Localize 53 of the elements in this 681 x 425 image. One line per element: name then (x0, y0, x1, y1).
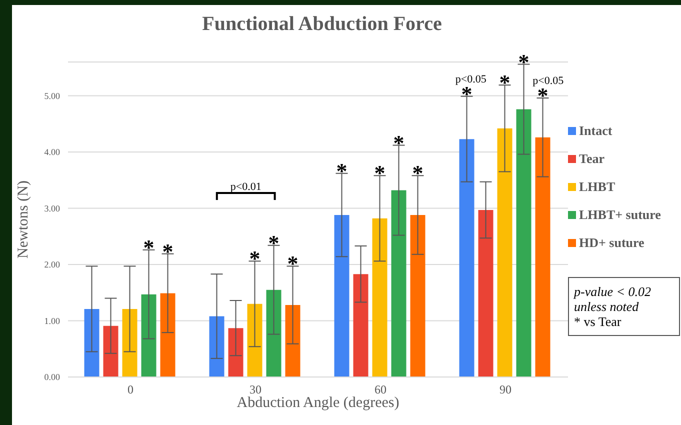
y-tick-label: 0.00 (44, 372, 60, 382)
y-axis-title: Newtons (N) (15, 180, 32, 258)
x-tick-label: 60 (374, 382, 386, 397)
x-tick-label: 90 (500, 382, 512, 397)
data-label: * (393, 130, 404, 156)
bar (478, 210, 494, 377)
bar (459, 139, 474, 377)
bar (247, 304, 262, 377)
legend-label: Tear (579, 151, 605, 167)
legend-label: LHBT+ suture (579, 207, 661, 223)
y-tick-label: 1.00 (44, 316, 60, 326)
text: p-value < 0.02 unless noted (574, 284, 652, 314)
bar (516, 109, 532, 377)
data-label: * (499, 70, 510, 96)
y-tick-label: 4.00 (44, 147, 60, 158)
legend-label: LHBT (579, 179, 616, 195)
bar (285, 305, 300, 377)
bar (535, 137, 550, 377)
legend-label: Intact (579, 123, 612, 139)
y-tick-label: 2.00 (44, 260, 60, 270)
data-label: * (268, 230, 280, 256)
bar (497, 128, 512, 377)
x-axis-title: Abduction Angle (degrees) (236, 395, 400, 412)
chart-title: Functional Abduction Force (201, 13, 443, 36)
bar (353, 274, 368, 377)
data-label: * (374, 160, 386, 186)
x-tick-label: 0 (128, 382, 134, 397)
bar (84, 308, 100, 377)
bar (266, 290, 282, 377)
y-tick-label: 3.00 (44, 203, 60, 214)
annotation: p<0.01 (230, 181, 262, 193)
text: * vs Tear (574, 314, 622, 329)
data-label: * (518, 49, 530, 74)
bar (160, 293, 176, 377)
bar (391, 190, 406, 377)
legend-label: HD+ suture (579, 235, 644, 251)
annotation: p<0.05 (455, 73, 487, 86)
bar (122, 308, 138, 377)
data-label: * (249, 246, 260, 272)
bar (228, 328, 244, 377)
bar (410, 215, 426, 377)
bar (372, 218, 388, 377)
x-tick-label: 30 (250, 382, 262, 397)
data-label: * (287, 251, 298, 276)
bar (209, 316, 224, 377)
bar (334, 215, 350, 377)
bar (141, 294, 156, 377)
data-label: * (162, 238, 174, 264)
y-tick-label: 5.00 (44, 90, 60, 101)
bar (103, 326, 118, 377)
data-label: * (143, 234, 154, 260)
data-label: * (336, 158, 348, 184)
data-label: * (412, 160, 424, 186)
